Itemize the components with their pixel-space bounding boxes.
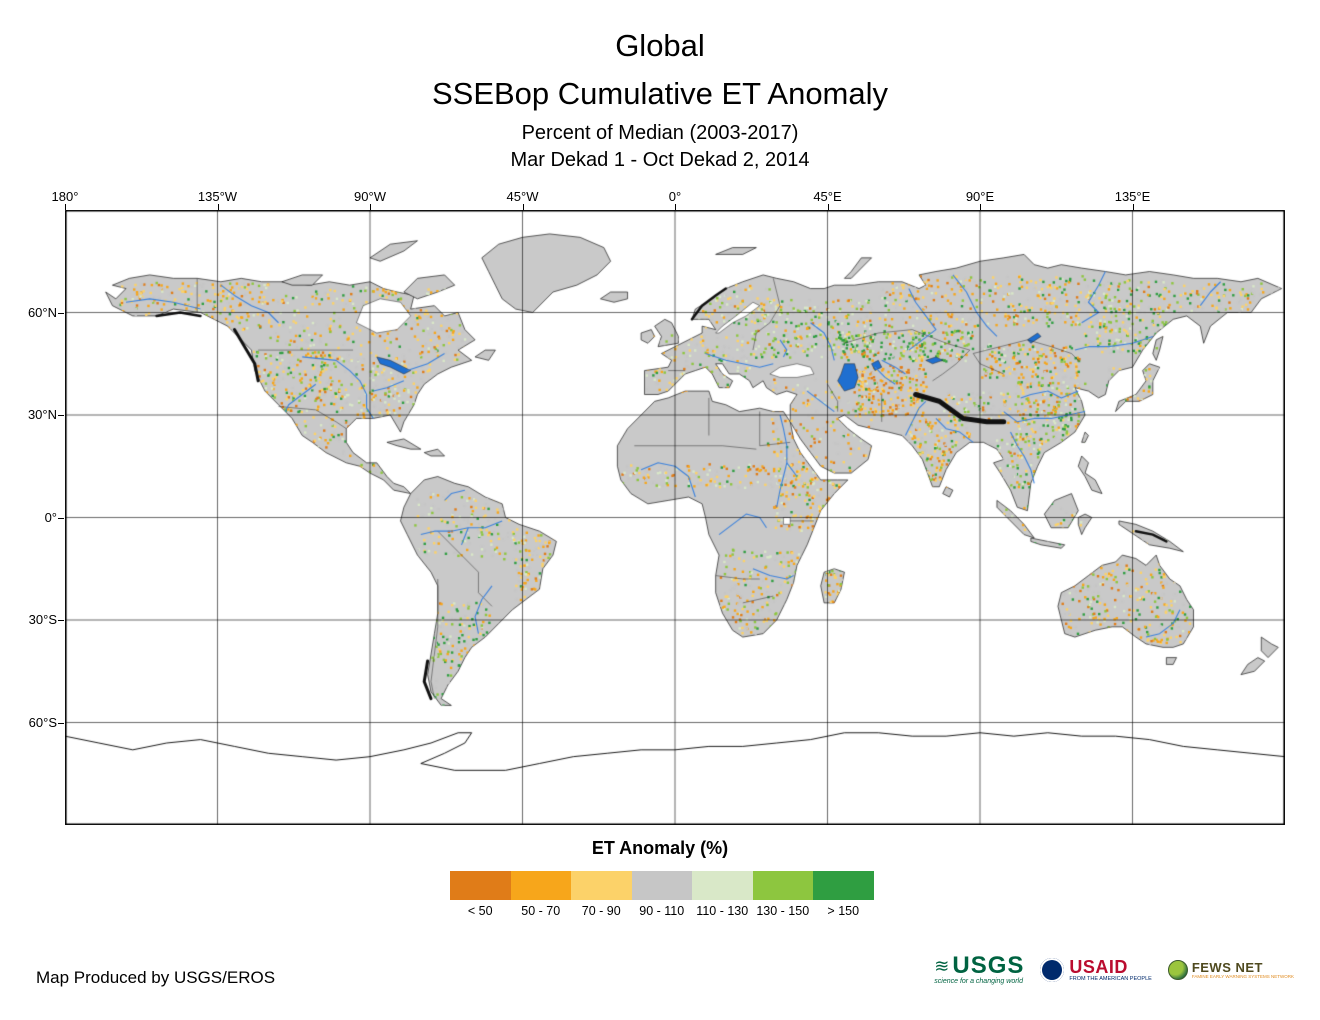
axis-tick (1132, 204, 1134, 210)
lat-label: 30°S (28, 612, 57, 627)
axis-tick (58, 312, 64, 314)
legend-swatch (450, 871, 511, 900)
subtitle-period: Mar Dekad 1 - Oct Dekad 2, 2014 (510, 149, 810, 171)
legend-swatch (692, 871, 753, 900)
lon-label: 0° (668, 189, 682, 204)
legend-class-labels: < 50 50 - 70 70 - 90 90 - 110 110 - 130 130 -… (450, 904, 874, 918)
lat-label: 60°S (28, 714, 57, 730)
legend-class-label: 90 - 110 (639, 904, 685, 918)
map-area (65, 210, 1285, 825)
legend-class-label: 110 - 130 (696, 904, 749, 918)
legend-class-label: < 50 (467, 904, 493, 918)
fewsnet-tagline: FAMINE EARLY WARNING SYSTEMS NETWORK (1191, 973, 1294, 979)
usaid-logo: USAID FROM THE AMERICAN PEOPLE (1040, 956, 1152, 982)
legend-title: ET Anomaly (%) (591, 838, 729, 858)
legend-swatch (752, 871, 813, 900)
usaid-seal-icon (1040, 957, 1065, 982)
logo-row: ≋ USGS science for a changing world USAI… (934, 952, 1294, 986)
axis-tick (58, 415, 64, 416)
usaid-logo-text: USAID (1069, 956, 1128, 977)
lon-label: 90°E (965, 189, 995, 204)
lat-label: 60°N (27, 304, 57, 320)
usgs-logo-text: USGS (952, 952, 1025, 979)
lon-label: 180° (51, 189, 79, 204)
axis-tick (827, 204, 829, 210)
usaid-tagline: FROM THE AMERICAN PEOPLE (1069, 975, 1152, 982)
fewsnet-globe-icon (1167, 959, 1188, 980)
lat-label: 30°N (27, 407, 57, 422)
subtitle-basis: Percent of Median (2003-2017) (521, 122, 799, 144)
axis-tick (58, 517, 64, 519)
legend-class-label: > 150 (827, 904, 860, 918)
lon-label: 90°W (354, 189, 386, 204)
page-title: Global (615, 28, 705, 63)
legend-color-bar (450, 871, 874, 900)
lon-label: 45°E (813, 189, 842, 204)
axis-tick (217, 204, 219, 210)
axis-tick (675, 204, 676, 210)
legend-swatch (631, 871, 692, 900)
legend-swatch (510, 871, 571, 900)
legend-swatch (571, 871, 632, 900)
lon-label: 45°W (506, 189, 539, 204)
credit-text: Map Produced by USGS/EROS (36, 968, 276, 987)
usgs-wave-icon: ≋ (934, 956, 951, 976)
legend-class-label: 130 - 150 (756, 904, 810, 918)
axis-tick (58, 620, 64, 621)
lon-label: 135°W (197, 189, 238, 204)
axis-tick (522, 204, 524, 210)
legend-swatch (813, 871, 874, 900)
lon-label: 135°E (1114, 189, 1151, 204)
usgs-tagline: science for a changing world (934, 978, 1023, 985)
axis-tick (65, 204, 66, 210)
fewsnet-logo-text: FEWS NET (1191, 959, 1263, 975)
axis-tick (370, 204, 371, 210)
axis-tick (980, 204, 981, 210)
legend-class-label: 50 - 70 (521, 904, 561, 918)
world-map-canvas (65, 210, 1285, 825)
axis-tick (58, 722, 64, 724)
lat-label: 0° (44, 509, 57, 525)
page-title-line2: SSEBop Cumulative ET Anomaly (431, 76, 889, 111)
usgs-logo: ≋ USGS science for a changing world (934, 952, 1025, 986)
legend-class-label: 70 - 90 (581, 904, 621, 918)
fewsnet-logo: FEWS NET FAMINE EARLY WARNING SYSTEMS NE… (1167, 959, 1294, 980)
